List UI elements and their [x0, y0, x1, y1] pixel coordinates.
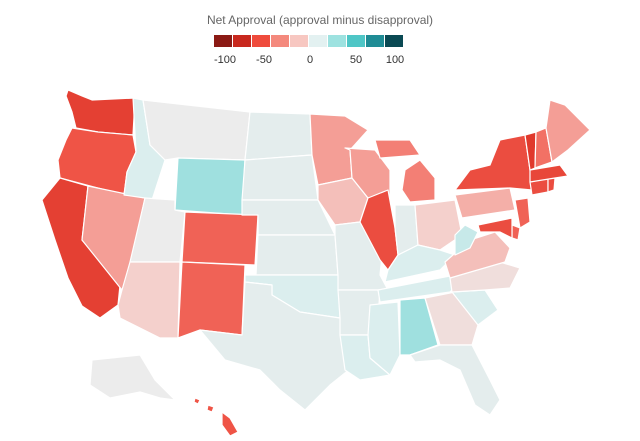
state-massachusetts: Massachusetts — [529, 164, 569, 183]
state-georgia: Georgia — [424, 291, 479, 346]
state-new-jersey: New Jersey — [514, 197, 531, 229]
state-new-york: New York — [454, 134, 533, 191]
legend-tick-50: 50 — [349, 54, 363, 66]
state-maine: Maine — [545, 99, 591, 163]
legend-color-scale — [214, 35, 404, 47]
legend-swatch — [347, 35, 366, 47]
legend-swatch — [252, 35, 271, 47]
state-wyoming: Wyoming — [174, 157, 246, 216]
state-michigan: Michigan — [374, 139, 436, 203]
state-new-mexico: New Mexico — [177, 261, 246, 339]
legend-tick-minus-50: -50 — [256, 54, 272, 66]
legend-swatch — [385, 35, 404, 47]
legend-title: Net Approval (approval minus disapproval… — [206, 13, 434, 27]
legend-tick-minus-100: -100 — [213, 54, 237, 66]
state-delaware: Delaware — [511, 224, 521, 241]
state-hawaii: Hawaii — [193, 397, 239, 437]
legend-tick-100: 100 — [385, 54, 405, 66]
state-south-dakota: South Dakota — [241, 154, 319, 201]
state-ohio: Ohio — [414, 199, 463, 251]
legend-swatch — [290, 35, 309, 47]
state-west-virginia: West Virginia — [454, 224, 479, 256]
state-kentucky: Kentucky — [384, 244, 456, 283]
state-mississippi: Mississippi — [367, 301, 401, 376]
state-rhode-island: Rhode Island — [547, 177, 556, 193]
state-arizona: Arizona — [117, 261, 181, 339]
state-kansas: Kansas — [255, 234, 339, 276]
legend-swatch — [214, 35, 233, 47]
legend-swatch — [309, 35, 328, 47]
state-north-dakota: North Dakota — [244, 111, 313, 161]
legend-swatch — [366, 35, 385, 47]
legend-swatch — [233, 35, 252, 47]
legend-swatch — [328, 35, 347, 47]
state-alaska: Alaska — [89, 354, 176, 401]
state-florida: Florida — [409, 344, 501, 416]
legend: Net Approval (approval minus disapproval… — [0, 0, 640, 70]
state-colorado: Colorado — [181, 211, 259, 266]
state-maryland: Maryland — [477, 217, 513, 239]
state-montana: Montana — [142, 99, 251, 161]
state-pennsylvania: Pennsylvania — [454, 187, 516, 219]
legend-tick-0: 0 — [306, 54, 314, 66]
legend-swatch — [271, 35, 290, 47]
